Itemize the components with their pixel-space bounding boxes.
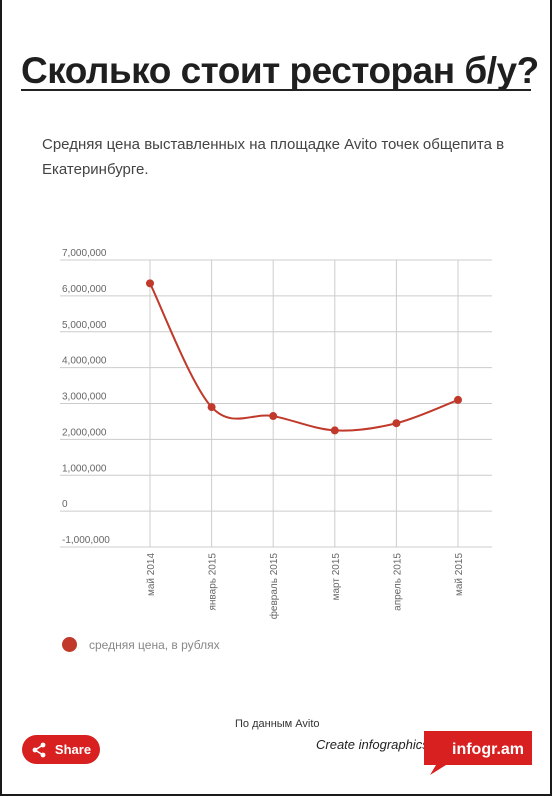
y-tick-label: 6,000,000 [62, 284, 107, 295]
data-point [392, 419, 401, 428]
chart-legend: средняя цена, в рублях [62, 637, 220, 652]
data-point [454, 395, 462, 404]
infogram-logo[interactable] [422, 731, 532, 775]
x-tick-label: май 2014 [146, 553, 157, 596]
y-tick-label: -1,000,000 [62, 535, 110, 546]
brand-label: infogr.am [452, 741, 525, 758]
share-button[interactable]: Share [22, 735, 100, 764]
x-tick-label: апрель 2015 [392, 553, 403, 611]
y-tick-label: 7,000,000 [62, 248, 107, 259]
y-tick-label: 4,000,000 [62, 356, 107, 367]
y-tick-label: 3,000,000 [62, 392, 107, 403]
source-note: По данным Avito [235, 718, 320, 730]
x-tick-label: февраль 2015 [268, 553, 280, 620]
data-point [330, 426, 339, 435]
page-title: Сколько стоит ресторан б/у? [21, 50, 539, 91]
y-tick-label: 0 [62, 499, 68, 510]
page-subtitle: Средняя цена выставленных на площадке Av… [42, 136, 505, 178]
create-infographics-link[interactable]: Create infographics [316, 737, 429, 752]
y-tick-label: 1,000,000 [62, 463, 107, 474]
data-point [146, 279, 154, 288]
title-underline [21, 89, 531, 91]
legend-label: средняя цена, в рублях [89, 637, 220, 652]
data-point [207, 403, 216, 412]
data-point [269, 412, 278, 421]
x-tick-label: май 2015 [454, 553, 465, 596]
series-line [149, 282, 459, 432]
y-tick-label: 2,000,000 [62, 427, 107, 438]
y-tick-label: 5,000,000 [62, 320, 107, 331]
x-tick-label: март 2015 [331, 553, 342, 601]
x-tick-label: январь 2015 [208, 553, 219, 611]
share-icon [32, 742, 46, 757]
share-label: Share [54, 742, 92, 757]
legend-marker [62, 637, 77, 652]
line-chart: 7,000,000 6,000,000 5,000,000 4,000,000 3,00… [60, 248, 492, 620]
